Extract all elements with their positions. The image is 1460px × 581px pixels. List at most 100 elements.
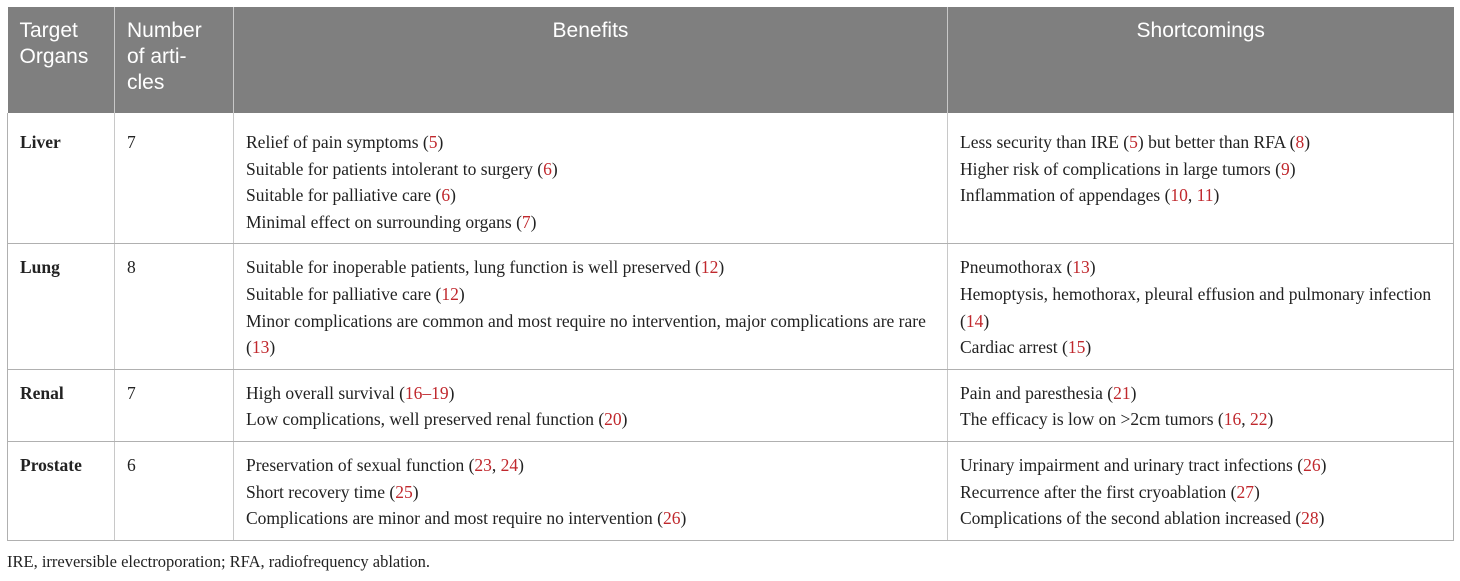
list-item: Minor complications are common and most …	[246, 308, 935, 361]
reference-link[interactable]: 13	[251, 337, 270, 358]
list-item: Suitable for patients intolerant to surg…	[246, 156, 935, 183]
list-item: Relief of pain symptoms (5)	[246, 129, 935, 156]
reference-link[interactable]: 8	[1295, 132, 1305, 152]
list-item: Suitable for inoperable patients, lung f…	[246, 254, 935, 281]
reference-link[interactable]: 12	[700, 257, 719, 278]
reference-link[interactable]: 27	[1236, 481, 1254, 502]
item-close: )	[1318, 508, 1325, 529]
reference-link[interactable]: 10	[1170, 185, 1188, 206]
list-item: High overall survival (16–19)	[246, 380, 935, 407]
list-item: Preservation of sexual function (23, 24)	[246, 454, 524, 475]
item-close: )	[1320, 454, 1327, 475]
item-text: Minor complications are common and most …	[246, 310, 926, 358]
cell-shortcomings: Less security than IRE (5) but better th…	[947, 113, 1454, 245]
reference-link[interactable]: 21	[1113, 382, 1131, 403]
cell-count: 8	[114, 243, 234, 370]
item-close: )	[269, 337, 276, 358]
item-close: )	[1213, 185, 1220, 206]
cell-organ: Prostate	[7, 441, 115, 541]
reference-link[interactable]: 15	[1067, 337, 1086, 358]
cell-benefits: High overall survival (16–19) Low complic…	[233, 369, 948, 442]
header-shortcomings: Shortcomings	[947, 7, 1454, 113]
list-item: Suitable for palliative care (6)	[246, 182, 935, 209]
reference-link[interactable]: 7	[521, 211, 531, 232]
list-item: Complications of the second ablation inc…	[960, 505, 1441, 532]
comparison-table: Target Organs Number of arti-cles Benefi…	[7, 7, 1454, 541]
item-text: Short recovery time (	[246, 481, 396, 502]
list-item: Less security than IRE (5) but better th…	[960, 129, 1441, 156]
reference-link[interactable]: 5	[428, 132, 438, 152]
list-item: Pain and paresthesia (21)	[960, 380, 1441, 407]
item-close: )	[412, 481, 419, 502]
reference-link[interactable]: 23	[474, 454, 492, 475]
item-close: )	[458, 283, 465, 304]
cell-count: 7	[114, 113, 234, 245]
item-close: )	[1304, 132, 1311, 152]
list-item: The efficacy is low on >2cm tumors (16, …	[960, 409, 1274, 430]
item-text: Minimal effect on surrounding organs (	[246, 211, 522, 232]
reference-link[interactable]: 6	[441, 185, 451, 206]
reference-link[interactable]: 11	[1196, 185, 1214, 206]
list-item: Urinary impairment and urinary tract inf…	[960, 452, 1441, 479]
item-close: )	[1130, 382, 1137, 403]
reference-link[interactable]: 5	[1129, 132, 1138, 152]
item-close: ) but better than RFA (	[1137, 132, 1296, 152]
cell-organ: Liver	[7, 113, 115, 245]
item-text: Preservation of sexual function (	[246, 454, 475, 475]
reference-link[interactable]: 24	[500, 454, 519, 475]
item-text: Hemoptysis, hemothorax, pleural effusion…	[960, 283, 1432, 331]
item-close: )	[1089, 257, 1096, 278]
reference-link[interactable]: 26	[662, 508, 681, 529]
reference-link[interactable]: 20	[604, 409, 622, 430]
item-text: Suitable for palliative care (	[246, 185, 442, 206]
list-item: Short recovery time (25)	[246, 479, 935, 506]
item-close: )	[718, 257, 725, 278]
reference-link[interactable]: 13	[1072, 257, 1090, 278]
item-text: Complications of the second ablation inc…	[960, 508, 1302, 529]
item-text: Recurrence after the first cryoablation …	[960, 481, 1237, 502]
list-item: Higher risk of complications in large tu…	[960, 156, 1441, 183]
item-close: )	[448, 382, 455, 403]
item-close: )	[680, 508, 687, 529]
reference-link[interactable]: 26	[1303, 454, 1321, 475]
reference-link[interactable]: 16	[1223, 409, 1242, 430]
cell-benefits: Relief of pain symptoms (5) Suitable for …	[233, 113, 948, 245]
reference-link[interactable]: 25	[395, 481, 413, 502]
reference-link[interactable]: 28	[1301, 508, 1319, 529]
item-text: Inflammation of appendages (	[960, 185, 1171, 206]
reference-link[interactable]: 14	[965, 310, 984, 331]
cell-count: 6	[114, 441, 234, 541]
cell-shortcomings: Pain and paresthesia (21) The efficacy is…	[947, 369, 1454, 442]
reference-link[interactable]: 12	[441, 283, 459, 304]
item-close: )	[1253, 481, 1260, 502]
item-text: Higher risk of complications in large tu…	[960, 158, 1281, 179]
reference-link[interactable]: 6	[543, 158, 552, 179]
reference-link[interactable]: 9	[1280, 158, 1290, 179]
item-close: )	[621, 409, 628, 430]
table-header-row: Target Organs Number of arti-cles Benefi…	[7, 7, 1454, 113]
cell-organ: Renal	[7, 369, 115, 442]
reference-link[interactable]: 16–19	[404, 382, 449, 403]
table-row: Renal 7 High overall survival (16–19) Low c…	[7, 369, 1454, 442]
table-row: Lung 8 Suitable for inoperable patients, l…	[7, 243, 1454, 370]
item-text: Less security than IRE (	[960, 132, 1130, 152]
item-close: )	[1267, 409, 1274, 430]
list-item: Low complications, well preserved renal …	[246, 406, 935, 433]
table-footnote: IRE, irreversible electroporation; RFA, …	[7, 552, 431, 571]
item-close: )	[1289, 158, 1296, 179]
item-close: )	[1085, 337, 1092, 358]
item-close: )	[437, 132, 444, 152]
list-item: Inflammation of appendages (10, 11)	[960, 185, 1220, 206]
cell-count: 7	[114, 369, 234, 442]
item-text: Urinary impairment and urinary tract inf…	[960, 454, 1304, 475]
item-text: Cardiac arrest (	[960, 337, 1068, 358]
cell-benefits: Preservation of sexual function (23, 24)…	[233, 441, 948, 541]
header-benefits: Benefits	[233, 7, 948, 113]
item-text: Complications are minor and most require…	[246, 508, 663, 529]
item-close: )	[551, 158, 558, 179]
header-target-organs: Target Organs	[7, 7, 115, 113]
header-number-of-articles: Number of arti-cles	[114, 7, 234, 113]
list-item: Pneumothorax (13)	[960, 254, 1441, 281]
item-text: Suitable for patients intolerant to surg…	[246, 158, 544, 179]
reference-link[interactable]: 22	[1249, 409, 1268, 430]
